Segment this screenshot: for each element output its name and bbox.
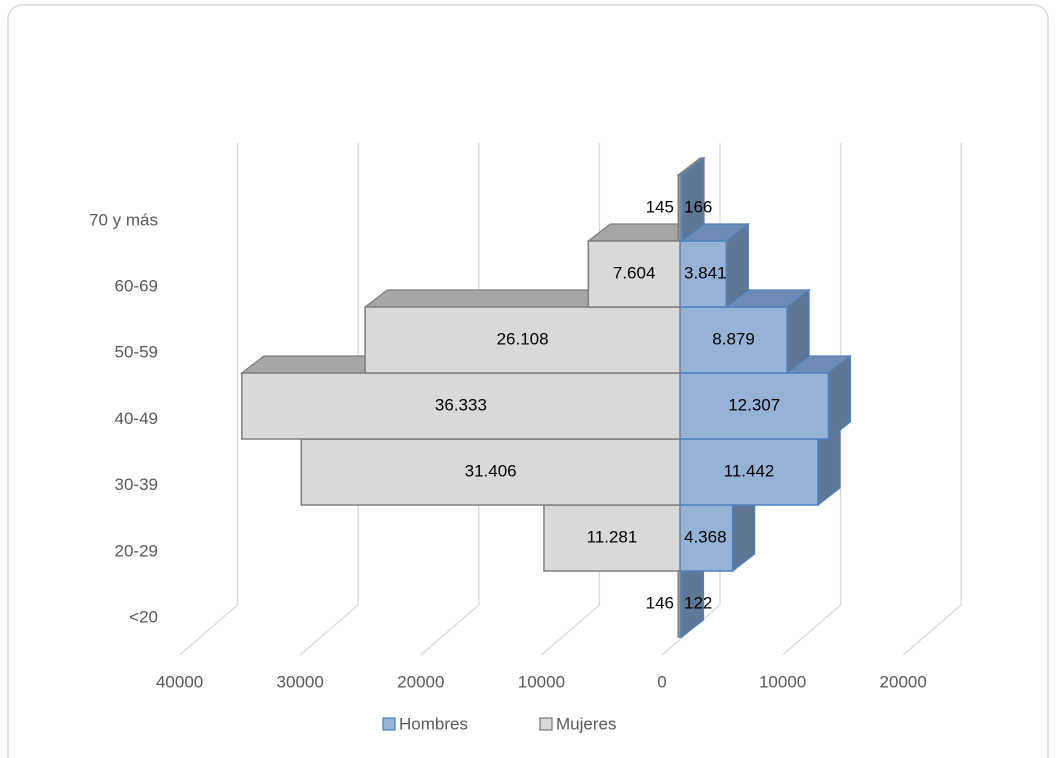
legend-label: Mujeres [556, 714, 616, 733]
grid-line [299, 143, 359, 656]
y-tick-label: 60-69 [115, 276, 158, 295]
x-tick-label: 0 [657, 672, 666, 691]
legend-swatch [539, 717, 553, 731]
grid-line [902, 143, 962, 656]
data-label: 146 [646, 593, 674, 612]
x-tick-label: 20000 [397, 672, 444, 691]
x-tick-label: 20000 [880, 672, 927, 691]
data-label: 12.307 [728, 395, 780, 414]
data-label: 31.406 [465, 461, 517, 480]
x-tick-label: 40000 [156, 672, 203, 691]
bar [679, 504, 734, 572]
data-label: 122 [684, 593, 712, 612]
legend-label: Hombres [399, 714, 468, 733]
bar [300, 438, 681, 506]
bar [587, 240, 681, 308]
bar [241, 372, 681, 440]
legend-swatch [382, 717, 396, 731]
data-label: 7.604 [613, 263, 656, 282]
bar [543, 504, 681, 572]
y-tick-label: 50-59 [115, 343, 158, 362]
data-label: 26.108 [497, 329, 549, 348]
bar [364, 306, 681, 374]
y-tick-label: 70 y más [89, 210, 158, 229]
data-label: 4.368 [684, 527, 727, 546]
data-label: 11.281 [587, 527, 638, 546]
grid-line [179, 143, 239, 656]
data-label: 145 [646, 197, 674, 216]
x-tick-label: 30000 [277, 672, 324, 691]
y-tick-label: 30-39 [115, 475, 158, 494]
bar [679, 306, 788, 374]
bar [677, 174, 681, 242]
bar [679, 372, 830, 440]
y-tick-label: <20 [129, 607, 158, 626]
data-label: 11.442 [724, 461, 775, 480]
grid-line [782, 143, 842, 656]
data-label: 8.879 [712, 329, 755, 348]
data-label: 166 [684, 197, 712, 216]
x-tick-label: 10000 [759, 672, 806, 691]
data-label: 3.841 [684, 263, 727, 282]
bar [679, 438, 819, 506]
bar [679, 240, 728, 308]
data-label: 36.333 [435, 395, 487, 414]
y-tick-label: 20-29 [115, 541, 158, 560]
x-tick-label: 10000 [518, 672, 565, 691]
y-tick-label: 40-49 [115, 409, 158, 428]
bar [677, 570, 681, 638]
